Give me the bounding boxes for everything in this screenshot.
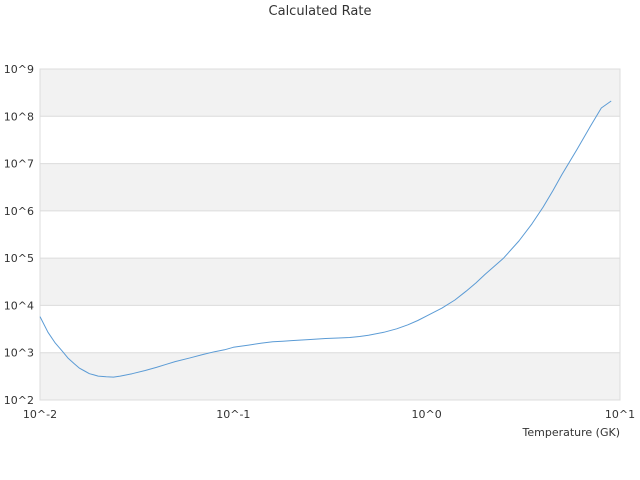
y-tick-label: 10^9 bbox=[4, 63, 34, 76]
gridlines bbox=[40, 68, 620, 401]
y-tick-label: 10^2 bbox=[4, 394, 34, 407]
x-tick-label: 10^1 bbox=[605, 408, 635, 421]
x-axis-label: Temperature (GK) bbox=[522, 426, 621, 439]
y-tick-label: 10^3 bbox=[4, 347, 34, 360]
series-line-0 bbox=[39, 100, 612, 378]
y-tick-labels: 10^2 10^3 10^4 10^5 10^6 10^7 10^8 10^9 bbox=[4, 63, 34, 407]
y-tick-label: 10^8 bbox=[4, 110, 34, 123]
series-layer bbox=[39, 100, 612, 378]
plot-frame bbox=[39, 68, 621, 401]
y-tick-label: 10^7 bbox=[4, 158, 34, 171]
x-tick-label: 10^0 bbox=[412, 408, 442, 421]
grid-band bbox=[40, 258, 620, 306]
y-tick-label: 10^4 bbox=[4, 299, 34, 312]
grid-band bbox=[40, 163, 620, 211]
grid-band bbox=[40, 69, 620, 117]
y-tick-label: 10^5 bbox=[4, 252, 34, 265]
x-tick-labels: 10^-2 10^-1 10^0 10^1 bbox=[23, 408, 635, 421]
grid-band bbox=[40, 352, 620, 400]
chart-title: Calculated Rate bbox=[268, 4, 372, 19]
x-tick-label: 10^-2 bbox=[23, 408, 57, 421]
grid-bands bbox=[40, 69, 620, 400]
y-tick-label: 10^6 bbox=[4, 205, 34, 218]
x-tick-label: 10^-1 bbox=[216, 408, 250, 421]
